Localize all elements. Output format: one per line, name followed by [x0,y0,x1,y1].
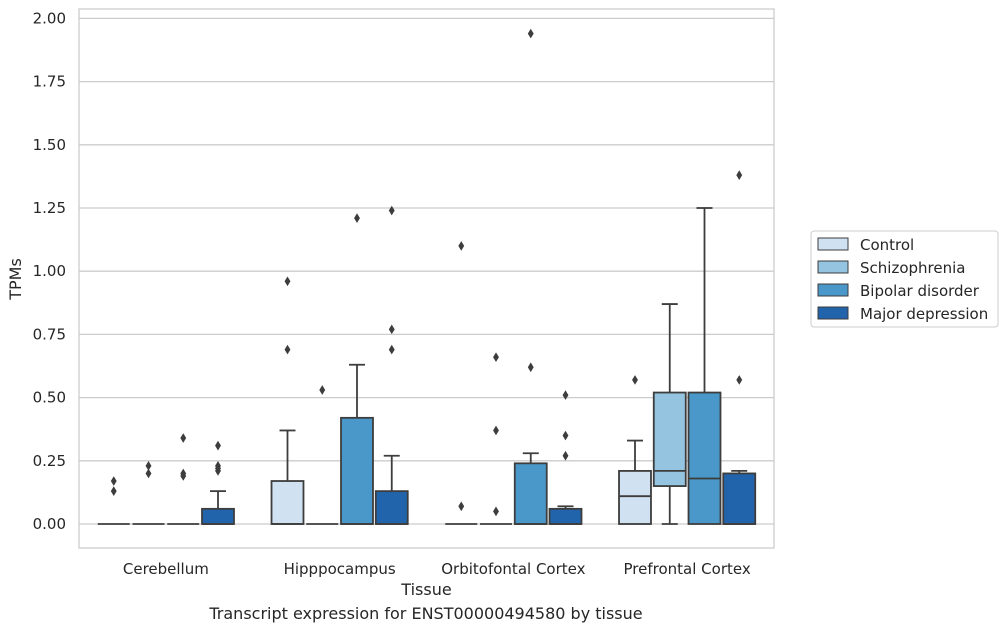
box-3-2 [687,207,722,525]
legend-label: Major depression [860,305,988,323]
outlier-point [215,440,221,451]
box-body [722,472,757,525]
box-0-3 [201,490,235,525]
outlier-point [632,375,638,385]
x-tick-label: Prefrontal Cortex [624,560,751,578]
outlier-point [180,433,187,443]
outlier-point [736,170,743,180]
box-1-3 [374,454,409,525]
y-tick-labels: 0.00 0.25 0.50 0.75 1.00 1.25 1.50 1.75 2.00 [33,9,66,533]
figure-caption: Transcript expression for ENST0000049458… [209,604,643,623]
outlier-point [180,471,187,481]
outlier-point [215,466,221,476]
boxes [97,207,757,525]
outlier-point [736,375,743,385]
legend-swatch [817,237,849,251]
box-3-0 [618,439,652,525]
box-3-3 [722,470,757,525]
y-tick-label: 1.00 [33,262,66,280]
outlier-point [562,450,569,461]
outlier-point [284,276,291,287]
x-tick-labels: Cerebellum Hipppocampus Orbitofontal Corte… [123,560,751,578]
box-1-2 [340,363,374,525]
outlier-point [145,468,152,479]
y-tick-label: 0.50 [33,389,66,407]
box-2-2 [513,452,548,525]
box-2-3 [548,505,583,525]
y-tick-label: 1.50 [33,136,66,154]
legend-label: Bipolar disorder [860,282,980,300]
outlier-point [493,506,499,517]
legend: Control Schizophrenia Bipolar disorder Majo… [810,230,999,328]
y-tick-label: 2.00 [33,9,66,27]
outlier-point [458,241,465,251]
y-tick-label: 1.75 [33,73,66,91]
legend-swatch [817,306,849,320]
box-body [687,391,722,525]
box-body [618,470,652,525]
y-tick-label: 0.75 [33,325,66,343]
box-body [513,462,548,525]
outlier-point [388,344,395,355]
outlier-point [527,362,534,373]
outlier-point [493,425,499,436]
outlier-point [458,501,465,512]
legend-swatch [817,283,849,297]
box-body [340,416,374,525]
outlier-point [145,461,152,471]
outlier-point [493,352,499,362]
outlier-point [388,324,395,335]
plot-frame [78,8,775,549]
outlier-point [354,213,360,223]
legend-label: Schizophrenia [860,259,965,277]
x-tick-label: Orbitofontal Cortex [441,560,585,578]
box-3-1 [652,303,687,525]
outlier-point [284,344,291,355]
outlier-point [388,205,395,216]
box-1-0 [270,429,305,525]
x-tick-label: Cerebellum [123,560,209,578]
legend-swatch [817,260,849,274]
y-axis-label: TPMs [6,258,25,301]
box-body [548,507,583,525]
x-tick-label: Hipppocampus [284,560,396,578]
legend-label: Control [860,236,914,254]
box-body [652,391,687,487]
y-tick-label: 1.25 [33,199,66,217]
outlier-point [319,385,326,395]
outlier-point [527,28,534,39]
outlier-point [562,430,569,441]
box-body [374,490,409,525]
y-tick-label: 0.00 [33,515,66,533]
box-body [201,507,235,525]
x-axis-label: Tissue [400,580,451,599]
outlier-point [110,486,117,496]
outlier-point [562,390,569,400]
box-body [270,480,305,525]
outlier-point [110,476,117,486]
y-tick-label: 0.25 [33,452,66,470]
outliers [110,28,743,517]
gridlines [79,17,774,525]
legend-frame [810,230,999,328]
